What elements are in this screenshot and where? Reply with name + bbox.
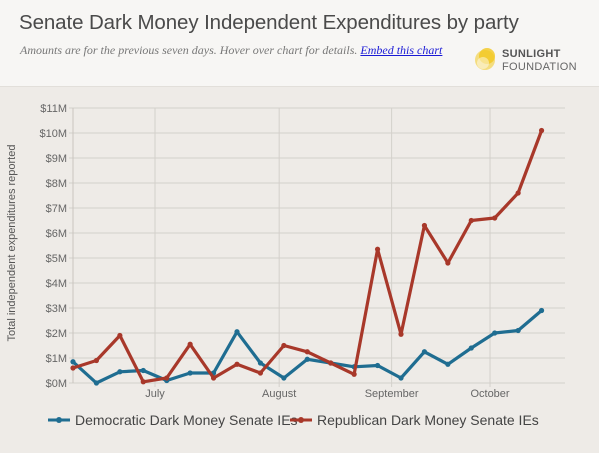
y-tick-label: $10M <box>39 128 67 140</box>
data-point[interactable] <box>70 365 76 371</box>
y-tick-label: $9M <box>46 153 67 165</box>
data-point[interactable] <box>93 380 100 386</box>
data-point[interactable] <box>351 371 357 377</box>
y-axis-ticks: $0M $1M $2M $3M $4M $5M $6M $7M $8M $9M $10M $11M <box>39 103 67 390</box>
data-point[interactable] <box>140 367 146 374</box>
data-point[interactable] <box>445 361 451 367</box>
data-point[interactable] <box>374 246 381 252</box>
legend-label[interactable]: Republican Dark Money Senate IEs <box>317 412 539 428</box>
data-point[interactable] <box>328 360 334 366</box>
logo-text-sunlight: SUNLIGHT <box>502 48 561 60</box>
data-point[interactable] <box>281 342 287 349</box>
data-point[interactable] <box>515 327 521 334</box>
legend-swatch-marker <box>56 417 62 423</box>
data-point[interactable] <box>234 329 240 335</box>
series-line-republican[interactable] <box>71 128 544 384</box>
x-tick-label: October <box>470 388 509 400</box>
data-point[interactable] <box>140 379 146 385</box>
data-point[interactable] <box>187 341 193 347</box>
y-tick-label: $6M <box>46 228 67 240</box>
y-tick-label: $11M <box>40 103 67 115</box>
data-point[interactable] <box>234 361 240 367</box>
x-axis-ticks: July August September October <box>145 388 510 400</box>
data-point[interactable] <box>398 375 404 381</box>
data-point[interactable] <box>304 356 310 362</box>
data-point[interactable] <box>421 349 428 355</box>
data-point[interactable] <box>538 127 545 134</box>
data-point[interactable] <box>257 360 264 366</box>
data-point[interactable] <box>374 362 381 369</box>
data-point[interactable] <box>117 369 123 375</box>
data-point[interactable] <box>164 375 170 381</box>
data-point[interactable] <box>210 375 217 381</box>
data-point[interactable] <box>257 370 264 376</box>
embed-chart-link[interactable]: Embed this chart <box>360 43 443 57</box>
data-point[interactable] <box>117 332 123 339</box>
y-tick-label: $5M <box>46 253 67 265</box>
x-tick-label: August <box>262 388 296 400</box>
data-point[interactable] <box>515 190 521 196</box>
logo-text-foundation: FOUNDATION <box>502 61 577 73</box>
data-point[interactable] <box>281 375 287 381</box>
x-tick-label: July <box>145 388 165 400</box>
line-chart[interactable]: $0M $1M $2M $3M $4M $5M $6M $7M $8M $9M $10M $11M J… <box>0 96 599 453</box>
grid-lines <box>69 107 565 387</box>
y-tick-label: $3M <box>46 303 67 315</box>
y-tick-label: $7M <box>46 203 67 215</box>
legend-swatch-marker <box>298 417 304 423</box>
data-point[interactable] <box>538 307 545 314</box>
data-point[interactable] <box>492 330 498 336</box>
data-point[interactable] <box>468 345 474 351</box>
chart-header: Senate Dark Money Independent Expenditur… <box>0 0 599 87</box>
y-tick-label: $0M <box>46 378 67 390</box>
data-point[interactable] <box>187 370 193 376</box>
data-point[interactable] <box>70 359 76 365</box>
data-point[interactable] <box>304 349 310 355</box>
y-tick-label: $4M <box>46 278 67 290</box>
y-tick-label: $1M <box>46 353 67 365</box>
y-axis-label: Total independent expenditures reported <box>6 145 18 342</box>
chart-subtitle: Amounts are for the previous seven days.… <box>20 43 442 58</box>
data-point[interactable] <box>398 331 404 337</box>
series-lines <box>70 127 545 386</box>
data-point[interactable] <box>445 260 451 266</box>
chart-title: Senate Dark Money Independent Expenditur… <box>19 11 519 34</box>
sunlight-logo-icon <box>475 48 495 70</box>
data-point[interactable] <box>468 217 474 224</box>
sunlight-foundation-logo[interactable]: SUNLIGHT FOUNDATION <box>472 44 582 78</box>
data-point[interactable] <box>93 357 100 364</box>
y-tick-label: $2M <box>46 328 67 340</box>
chart-legend: Democratic Dark Money Senate IEs Republic… <box>48 412 539 428</box>
subtitle-text: Amounts are for the previous seven days.… <box>20 43 358 57</box>
data-point[interactable] <box>492 215 498 221</box>
x-tick-label: September <box>365 388 419 400</box>
data-point[interactable] <box>421 222 428 229</box>
y-tick-label: $8M <box>46 178 67 190</box>
legend-label[interactable]: Democratic Dark Money Senate IEs <box>75 412 298 428</box>
